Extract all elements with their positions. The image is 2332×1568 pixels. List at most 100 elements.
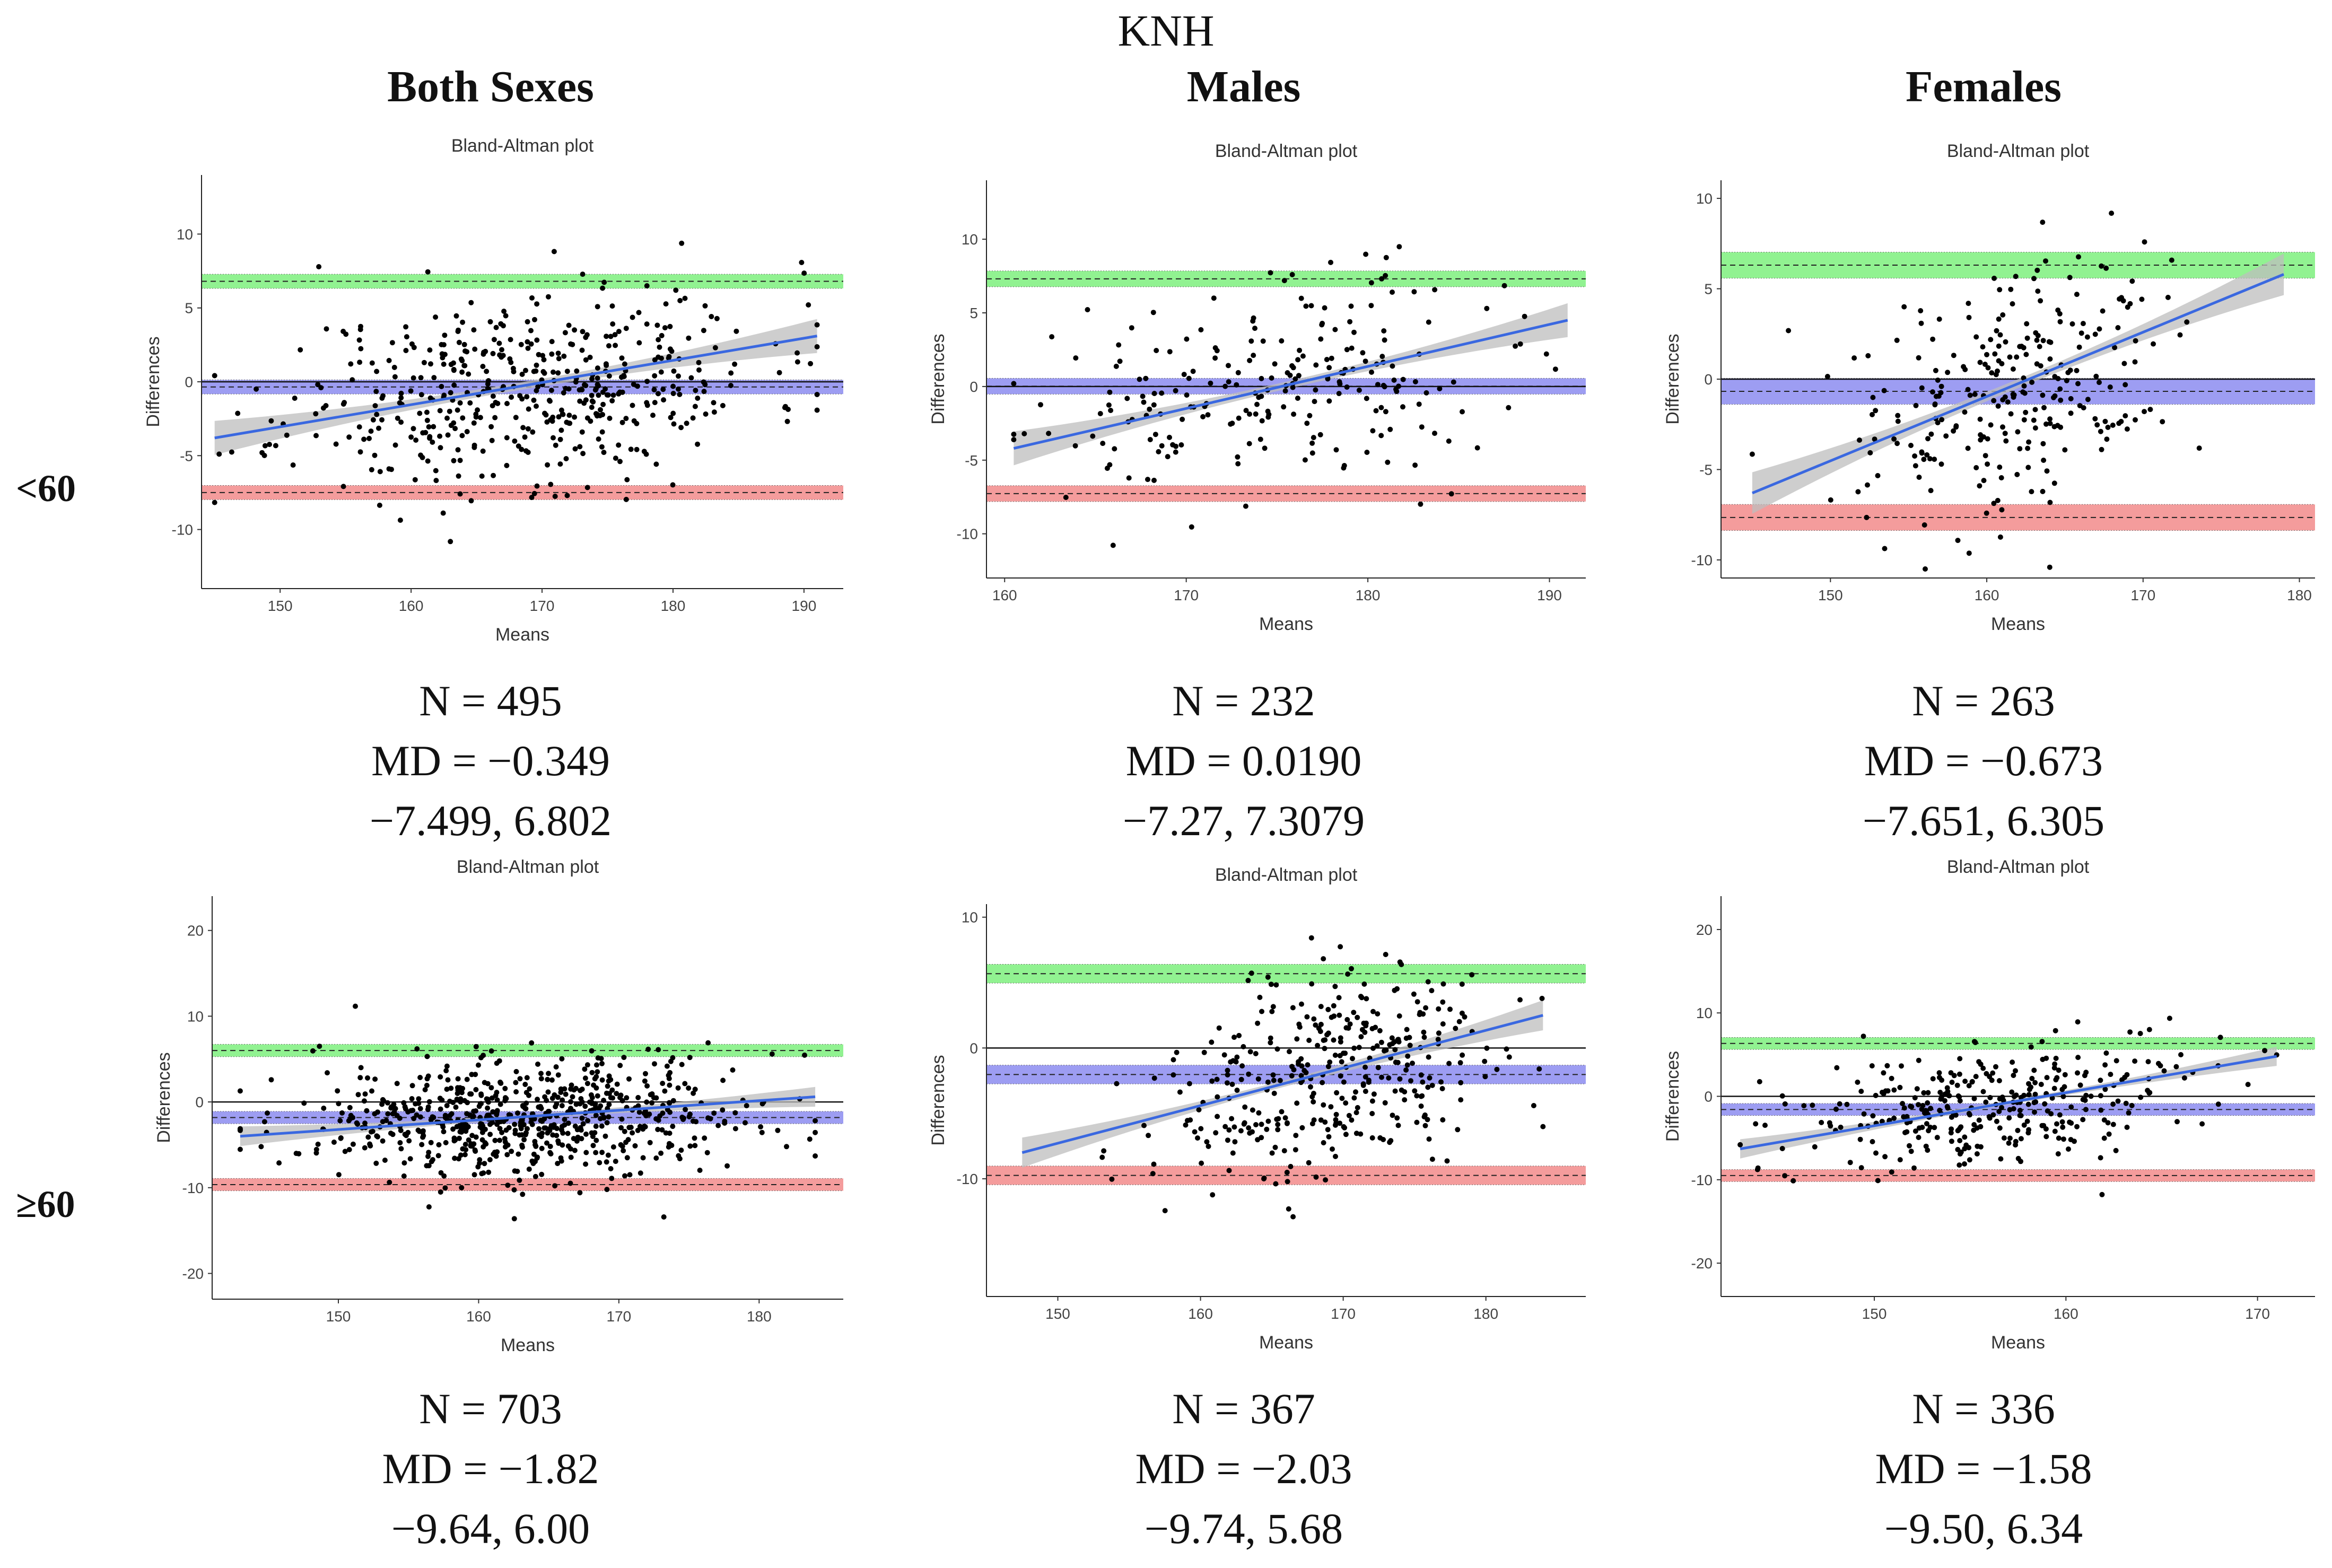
- data-point: [1268, 270, 1273, 276]
- data-point: [428, 1140, 434, 1145]
- data-point: [1356, 1045, 1362, 1050]
- data-point: [555, 351, 561, 356]
- stat-limits-of-agreement: −9.50, 6.34: [1884, 1504, 2083, 1553]
- data-point: [541, 357, 547, 363]
- data-point: [1916, 1125, 1922, 1131]
- data-point: [1021, 431, 1027, 436]
- data-point: [530, 429, 536, 435]
- data-point: [1930, 336, 1936, 342]
- data-point: [682, 295, 688, 301]
- data-point: [1446, 1061, 1452, 1066]
- data-point: [356, 337, 362, 343]
- data-point: [1338, 1073, 1343, 1079]
- data-point: [1247, 357, 1253, 363]
- data-point: [1966, 1111, 1972, 1116]
- data-point: [336, 1172, 342, 1178]
- data-point: [502, 1085, 508, 1091]
- data-point: [1332, 984, 1338, 989]
- data-point: [1321, 1140, 1326, 1145]
- data-point: [459, 358, 465, 364]
- data-point: [2013, 1068, 2018, 1074]
- data-point: [1962, 366, 1968, 372]
- data-point: [2040, 338, 2046, 344]
- data-point: [594, 411, 600, 417]
- data-point: [1937, 1090, 1943, 1095]
- data-point: [543, 412, 549, 418]
- data-point: [709, 314, 714, 319]
- data-point: [1985, 461, 1990, 467]
- data-point: [630, 402, 635, 408]
- data-point: [1436, 1006, 1442, 1012]
- data-point: [467, 1091, 473, 1097]
- data-point: [2051, 480, 2057, 486]
- data-point: [1885, 1088, 1891, 1094]
- data-point: [1322, 305, 1327, 311]
- data-point: [2105, 424, 2111, 430]
- stat-n: N = 263: [1912, 677, 2055, 725]
- data-point: [1100, 441, 1106, 446]
- data-point: [346, 1118, 352, 1124]
- data-point: [376, 425, 381, 431]
- data-point: [1350, 1056, 1355, 1062]
- data-point: [1982, 362, 1988, 367]
- data-point: [656, 337, 661, 343]
- data-point: [568, 341, 574, 347]
- data-point: [584, 415, 590, 421]
- data-point: [1536, 1066, 1542, 1072]
- data-point: [1857, 1136, 1863, 1142]
- data-point: [313, 433, 319, 439]
- data-point: [2124, 426, 2130, 432]
- data-point: [268, 1077, 274, 1083]
- trend-line: [1740, 1055, 2277, 1151]
- data-point: [361, 436, 367, 442]
- data-point: [2098, 1155, 2103, 1161]
- data-point: [1259, 393, 1264, 399]
- data-point: [670, 1124, 676, 1129]
- data-point: [2009, 1089, 2015, 1095]
- data-point: [456, 1135, 462, 1141]
- data-point: [732, 361, 738, 367]
- data-point: [806, 302, 811, 308]
- data-point: [1962, 1161, 1967, 1167]
- data-point: [1226, 379, 1231, 384]
- data-point: [1907, 1143, 1912, 1149]
- data-point: [1284, 1169, 1290, 1175]
- data-point: [1257, 436, 1263, 442]
- data-point: [631, 418, 637, 424]
- data-point: [1364, 996, 1369, 1002]
- data-point: [553, 442, 558, 448]
- data-point: [2040, 392, 2046, 398]
- data-point: [1341, 1124, 1347, 1129]
- data-point: [1186, 375, 1192, 381]
- data-point: [1146, 1133, 1151, 1138]
- data-point: [425, 1153, 431, 1159]
- data-point: [1292, 376, 1298, 382]
- data-point: [259, 450, 265, 455]
- data-point: [2126, 1110, 2132, 1116]
- data-point: [491, 1151, 496, 1157]
- data-point: [1192, 1129, 1198, 1135]
- data-point: [595, 382, 600, 388]
- data-point: [589, 392, 595, 398]
- data-point: [660, 1110, 666, 1116]
- data-point: [2014, 471, 2020, 477]
- data-point: [2102, 418, 2108, 424]
- data-point: [1996, 1078, 2002, 1083]
- data-point: [1186, 1081, 1192, 1087]
- data-point: [405, 1129, 411, 1135]
- data-point: [2041, 458, 2047, 463]
- data-point: [313, 1146, 319, 1152]
- data-point: [1346, 1025, 1351, 1031]
- data-point: [2099, 263, 2104, 269]
- data-point: [659, 1127, 665, 1133]
- data-point: [1277, 1078, 1283, 1083]
- data-point: [1993, 1064, 1998, 1070]
- data-point: [1390, 1113, 1395, 1118]
- data-point: [2058, 397, 2064, 403]
- data-point: [1872, 436, 1877, 442]
- data-point: [1253, 411, 1259, 417]
- data-point: [1884, 1063, 1890, 1068]
- data-point: [293, 1151, 299, 1157]
- data-point: [1881, 1070, 1886, 1076]
- data-point: [1935, 420, 1941, 426]
